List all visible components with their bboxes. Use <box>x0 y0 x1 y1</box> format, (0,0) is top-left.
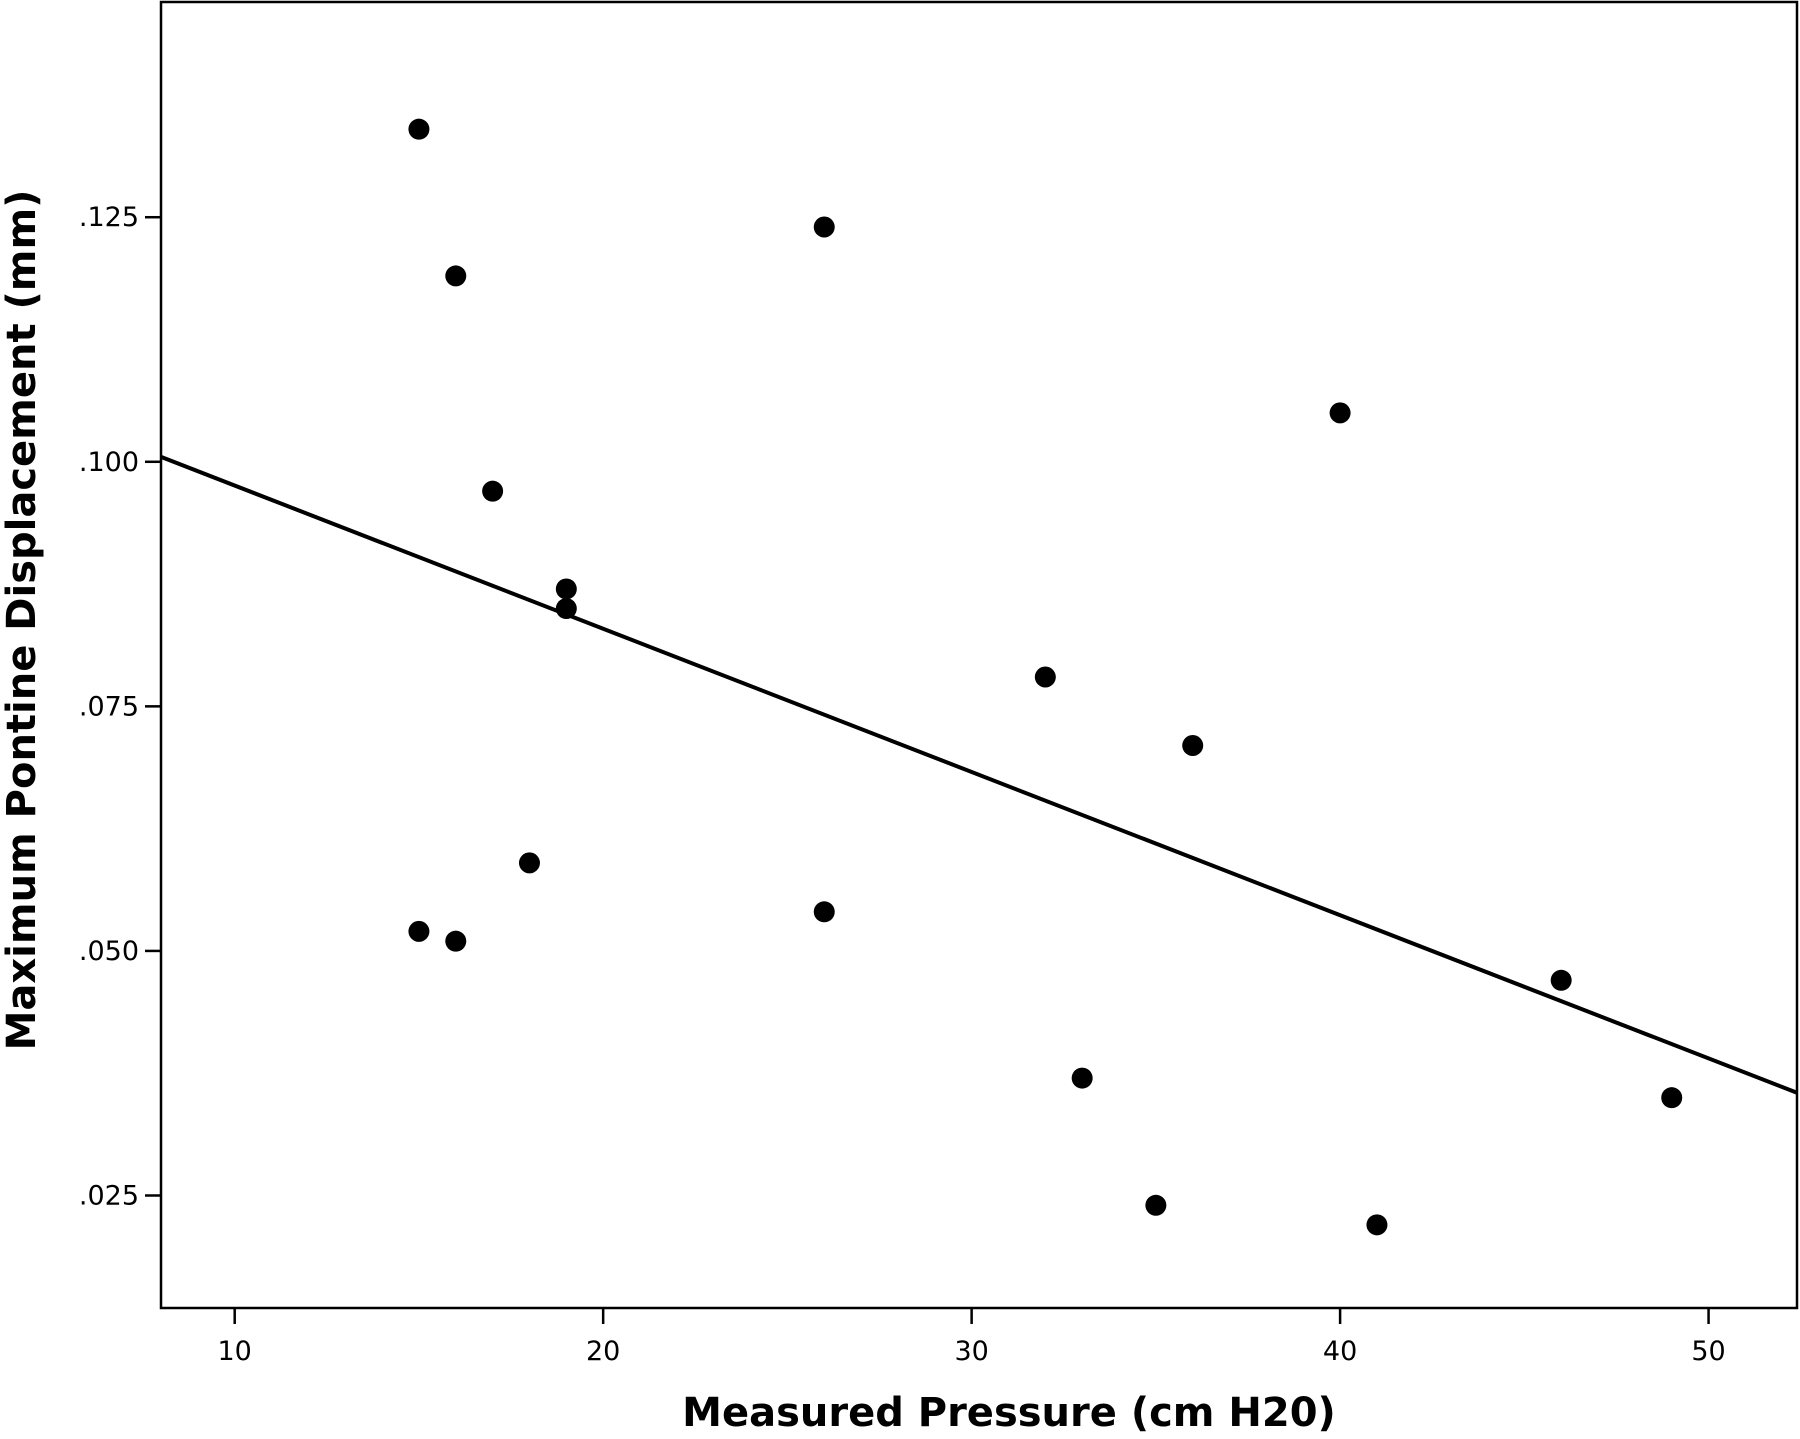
y-axis-title: Maximum Pontine Displacement (mm) <box>0 190 45 1051</box>
x-tick-label: 40 <box>1323 1336 1357 1367</box>
data-point <box>555 578 577 600</box>
data-point <box>1145 1194 1167 1216</box>
y-tick-label: .025 <box>79 1180 139 1211</box>
axis-ticks: 10 20 30 40 50 .025 .050 .075 .100 .125 <box>79 202 1726 1367</box>
y-tick-label: .100 <box>79 447 139 478</box>
data-point <box>445 265 467 287</box>
data-point <box>555 598 577 620</box>
data-point <box>813 901 835 923</box>
data-point <box>518 852 540 874</box>
data-point <box>1329 402 1351 424</box>
data-point <box>408 920 430 942</box>
data-point <box>482 480 504 502</box>
data-points <box>408 118 1683 1236</box>
y-tick-label: .075 <box>79 691 139 722</box>
data-point <box>408 118 430 140</box>
y-tick-label: .125 <box>79 202 139 233</box>
plot-frame <box>159 0 1799 1310</box>
x-tick-label: 30 <box>954 1336 988 1367</box>
x-tick-label: 10 <box>218 1336 252 1367</box>
data-point <box>1550 969 1572 991</box>
x-tick-label: 50 <box>1691 1336 1725 1367</box>
y-tick-label: .050 <box>79 936 139 967</box>
data-point <box>1661 1087 1683 1109</box>
data-point <box>1071 1067 1093 1089</box>
regression-line <box>160 455 1798 1095</box>
x-axis-title: Measured Pressure (cm H20) <box>682 1390 1336 1436</box>
data-point <box>813 216 835 238</box>
regression-line-group <box>160 455 1798 1095</box>
data-point <box>1366 1214 1388 1236</box>
data-point <box>445 930 467 952</box>
data-point <box>1034 666 1056 688</box>
data-point <box>1182 734 1204 756</box>
x-tick-label: 20 <box>586 1336 620 1367</box>
